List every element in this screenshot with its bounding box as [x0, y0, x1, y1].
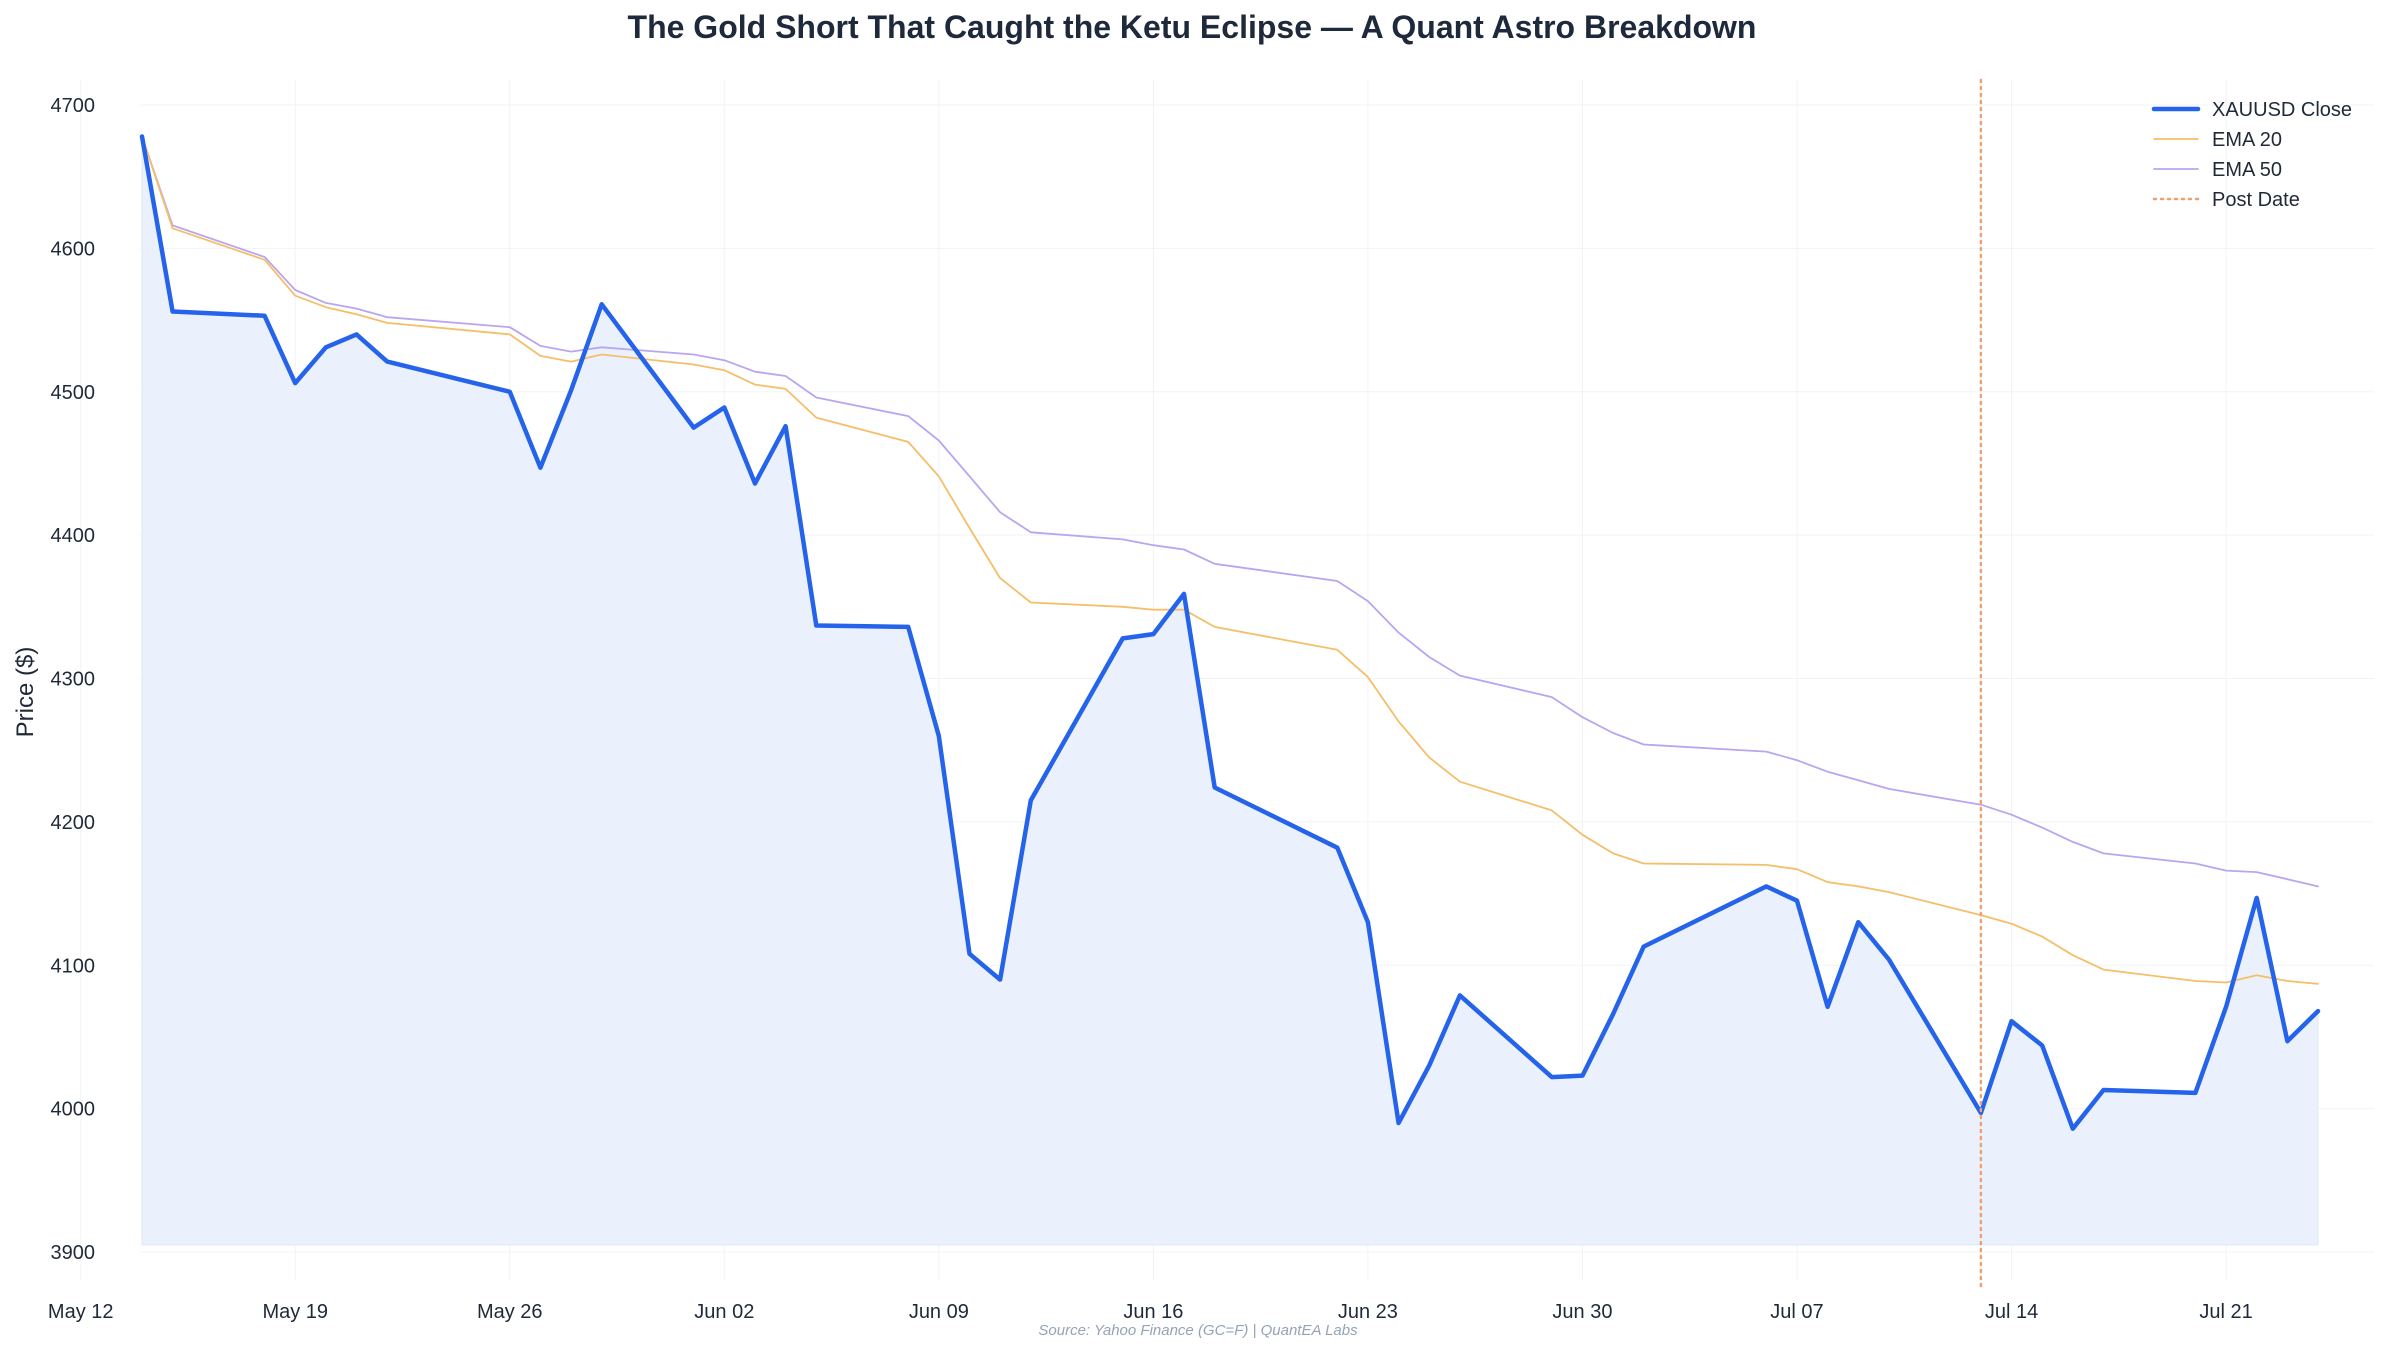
series-line-xauusd-close — [139, 134, 2321, 1131]
y-tick-label: 4400 — [51, 525, 96, 547]
legend-label: XAUUSD Close — [2212, 99, 2352, 121]
x-tick-label: Jun 23 — [1338, 1301, 1398, 1323]
x-tick-label: Jul 14 — [1985, 1301, 2038, 1323]
legend: XAUUSD Close EMA 20 EMA 50 Post Date — [2151, 99, 2352, 211]
source-caption: Source: Yahoo Finance (GC=F) | QuantEA L… — [1038, 1322, 1358, 1339]
y-tick-label: 4600 — [51, 238, 96, 260]
y-tick-label: 4500 — [51, 382, 96, 404]
y-tick-label: 4700 — [51, 95, 96, 117]
y-tick-label: 4100 — [51, 955, 96, 977]
legend-label: EMA 50 — [2212, 159, 2282, 181]
x-tick-label: Jun 16 — [1123, 1301, 1183, 1323]
legend-label: Post Date — [2212, 189, 2300, 211]
y-tick-label: 4300 — [51, 669, 96, 691]
y-axis-label: Price ($) — [12, 647, 39, 738]
chart-title: The Gold Short That Caught the Ketu Ecli… — [628, 9, 1757, 45]
series-line-ema-50 — [141, 135, 2319, 888]
y-tick-label: 4200 — [51, 812, 96, 834]
series-line-ema-20 — [141, 135, 2319, 985]
y-tick-label: 4000 — [51, 1099, 96, 1121]
y-tick-label: 3900 — [51, 1242, 96, 1264]
x-tick-label: May 12 — [48, 1301, 114, 1323]
x-axis-ticks: May 12 May 19 May 26 Jun 02 Jun 09 Jun 16 Jun … — [48, 1301, 2253, 1323]
x-tick-label: Jul 21 — [2199, 1301, 2252, 1323]
x-tick-label: Jun 09 — [909, 1301, 969, 1323]
x-tick-label: Jun 30 — [1552, 1301, 1612, 1323]
x-tick-label: May 19 — [262, 1301, 328, 1323]
x-tick-label: Jul 07 — [1770, 1301, 1823, 1323]
x-tick-label: Jun 02 — [694, 1301, 754, 1323]
y-axis-ticks: 3900 4000 4100 4200 4300 4400 4500 4600 4700 — [51, 95, 96, 1264]
x-tick-label: May 26 — [477, 1301, 543, 1323]
legend-label: EMA 20 — [2212, 129, 2282, 151]
series-lines — [139, 134, 2321, 1131]
